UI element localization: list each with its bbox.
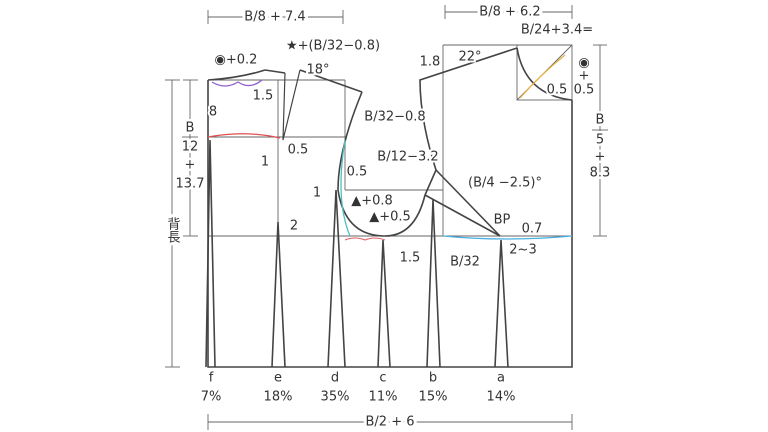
annotation: 1.5	[253, 89, 274, 104]
back-width: B/8 + 7.4	[244, 10, 305, 25]
annotation: +	[579, 69, 590, 84]
purple-curve	[211, 79, 263, 87]
annotation: ◉+0.2	[215, 53, 258, 68]
fraction-part: +	[595, 150, 606, 165]
annotation: 0.5	[547, 83, 568, 98]
yellow-curve	[519, 54, 566, 99]
fraction-part: B	[186, 121, 195, 136]
annotation: BP	[494, 213, 511, 228]
annotation: 0.5	[574, 83, 595, 98]
dart-percent: 15%	[419, 390, 448, 405]
annotation: (B/4 −2.5)°	[468, 176, 542, 191]
dart-percent: 11%	[369, 390, 398, 405]
dart-letter: a	[497, 371, 505, 386]
fraction-part: 8.3	[590, 166, 611, 181]
annotation: ★+(B/32−0.8)	[286, 39, 380, 54]
annotation: ◉	[578, 56, 589, 71]
fraction-part: +	[185, 158, 196, 173]
front-width: B/8 + 6.2	[479, 5, 540, 20]
annotation: 2	[290, 219, 298, 234]
dimension-lines	[165, 5, 608, 430]
red-curve	[207, 133, 281, 139]
annotation: 1	[261, 155, 269, 170]
dart-letter: e	[274, 371, 282, 386]
annotation: 1.8	[420, 55, 441, 70]
dart-percent: 7%	[201, 390, 222, 405]
dart-percent: 18%	[264, 390, 293, 405]
fraction-part: 12	[182, 140, 199, 155]
annotation: ▲+0.5	[369, 210, 411, 225]
fraction-part: B	[596, 113, 605, 128]
cyan-curve	[340, 139, 351, 237]
dart-labels: f 7% e 18% d 35% c 11% b 15% a 14%	[201, 371, 516, 405]
waist-darts	[205, 139, 509, 368]
annotation: 22°	[458, 50, 481, 65]
back-length: 背長	[165, 217, 181, 243]
dart-percent: 35%	[321, 390, 350, 405]
annotation: B/24+3.4=	[521, 23, 593, 38]
annotation: 1	[313, 186, 321, 201]
dart-letter: f	[209, 371, 214, 386]
annotation: B/32−0.8	[364, 110, 425, 125]
annotation: 8	[209, 105, 217, 120]
annotation: 2~3	[509, 243, 536, 258]
annotation: B/12−3.2	[377, 150, 438, 165]
annotation: ▲+0.8	[351, 194, 393, 209]
fraction-part: 5	[596, 133, 604, 148]
total-width: B/2 + 6	[366, 415, 415, 430]
dart-letter: c	[379, 371, 386, 386]
annotation: B/32	[450, 255, 480, 270]
annotation: 0.7	[522, 222, 543, 237]
annotation: 18°	[306, 63, 329, 78]
annotation: 0.5	[347, 165, 368, 180]
annotation: 0.5	[288, 143, 309, 158]
fraction-part: 13.7	[176, 177, 205, 192]
guide-lines	[208, 44, 573, 237]
pink-curve	[344, 237, 386, 241]
blue-curve	[442, 235, 573, 240]
dart-percent: 14%	[487, 390, 516, 405]
dart-letter: b	[429, 371, 437, 386]
annotation: 1.5	[400, 251, 421, 266]
dart-letter: d	[331, 371, 339, 386]
